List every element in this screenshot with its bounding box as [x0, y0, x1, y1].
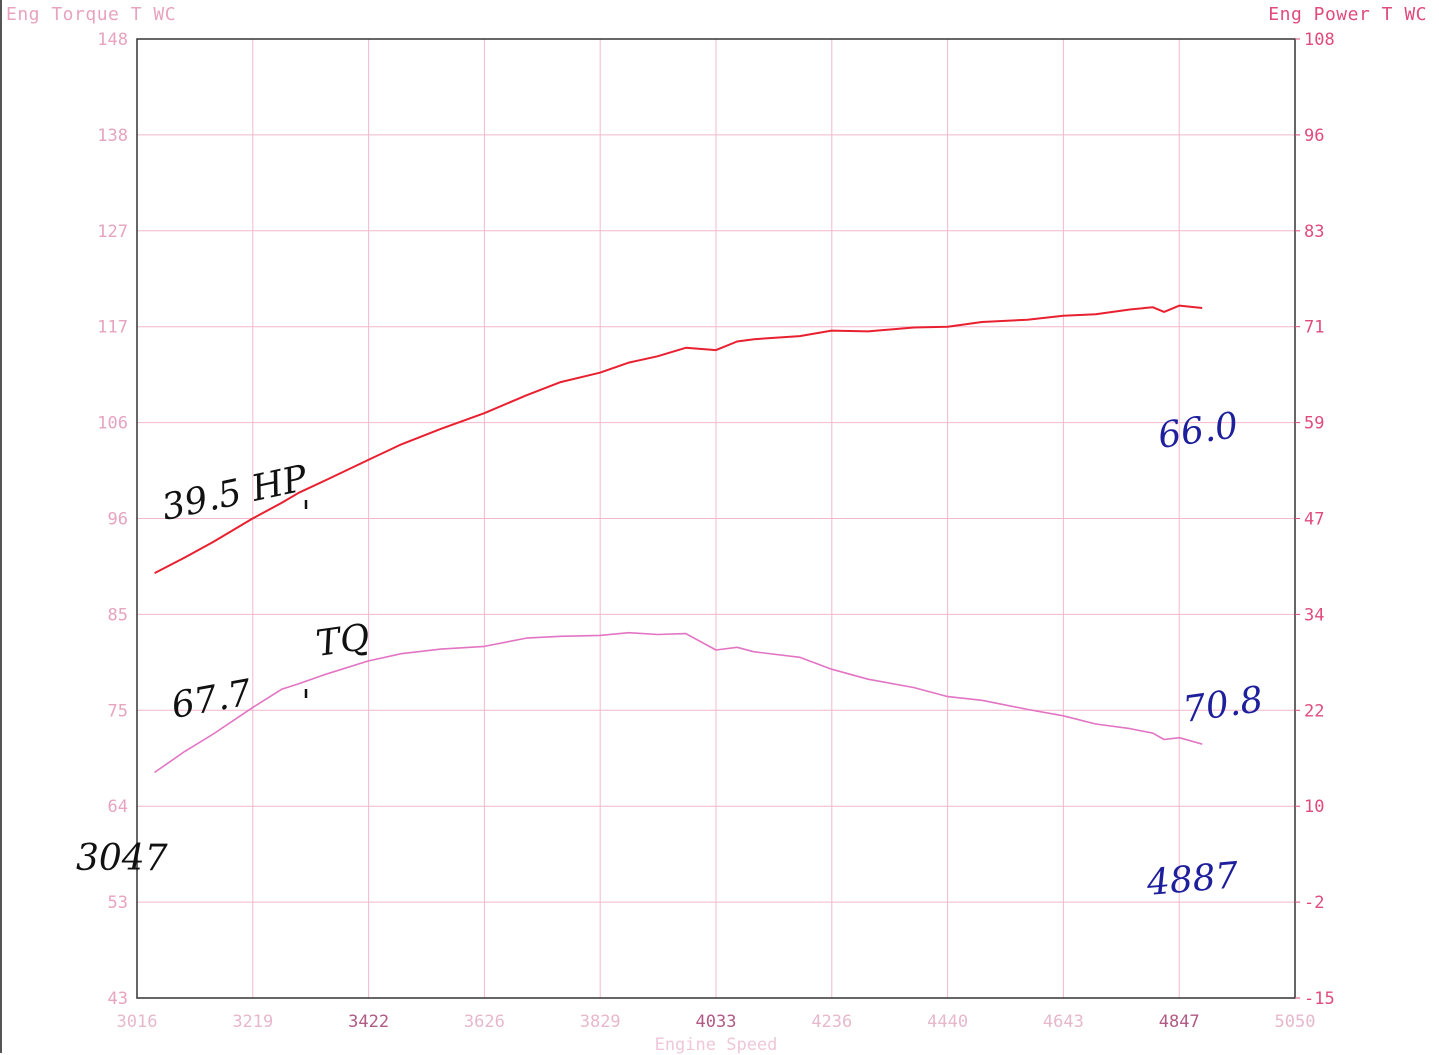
x-tick-label: 4440 [927, 1012, 968, 1032]
x-tick-label: 3829 [580, 1012, 621, 1032]
series [154, 304, 1203, 774]
y-right-tick-label: 83 [1304, 222, 1324, 242]
right-axis-title: Eng Power T WC [1268, 4, 1427, 25]
x-tick-label: 3626 [464, 1012, 505, 1032]
y-left-tick-label: 138 [97, 126, 128, 146]
torque-series-line [154, 631, 1203, 774]
x-tick-label: 3422 [348, 1012, 389, 1032]
tick-labels: 148 138 127 117 106 96 85 75 64 53 43 108 96 83 71 59 47… [97, 30, 1334, 1032]
x-tick-label: 4643 [1043, 1012, 1084, 1032]
y-right-tick-label: 47 [1304, 510, 1324, 530]
y-left-tick-label: 75 [108, 701, 128, 721]
hp-end-annotation: 66.0 [1156, 405, 1241, 457]
tq-start-annotation: 67.7 [168, 673, 254, 727]
y-left-tick-label: 117 [97, 318, 128, 338]
x-tick-label: 3219 [232, 1012, 273, 1032]
x-tick-label: 4847 [1159, 1012, 1200, 1032]
y-left-tick-label: 64 [108, 797, 128, 817]
y-left-tick-label: 96 [108, 510, 128, 530]
x-tick-label: 4033 [696, 1012, 737, 1032]
y-left-tick-label: 85 [108, 605, 128, 625]
y-left-tick-label: 127 [97, 222, 128, 242]
y-right-tick-label: 34 [1304, 605, 1324, 625]
y-left-tick-label: 106 [97, 414, 128, 434]
handwritten-annotations: 39.5 HP TQ 67.7 66.0 70.8 3047 4887 [76, 405, 1266, 904]
y-left-tick-label: 43 [108, 989, 128, 1009]
tq-label-annotation: TQ [314, 617, 373, 665]
y-left-tick-label: 53 [108, 893, 128, 913]
x-tick-label: 5050 [1275, 1012, 1316, 1032]
y-right-tick-label: 96 [1304, 126, 1324, 146]
rpm-start-annotation: 3047 [76, 838, 168, 879]
y-right-tick-label: -15 [1304, 989, 1335, 1009]
y-right-tick-label: 59 [1304, 414, 1324, 434]
left-axis-title: Eng Torque T WC [6, 4, 177, 25]
grid [137, 39, 1295, 998]
x-tick-label: 4236 [811, 1012, 852, 1032]
y-right-tick-label: 71 [1304, 318, 1324, 338]
x-axis-label: Engine Speed [655, 1035, 778, 1055]
x-tick-label: 3016 [117, 1012, 158, 1032]
y-right-tick-label: 108 [1304, 30, 1335, 50]
rpm-end-annotation: 4887 [1144, 855, 1240, 904]
y-left-tick-label: 148 [97, 30, 128, 50]
power-series-line [154, 304, 1203, 574]
y-right-tick-label: 10 [1304, 797, 1324, 817]
y-right-tick-label: -2 [1304, 893, 1324, 913]
tq-end-annotation: 70.8 [1181, 679, 1266, 731]
y-right-tick-label: 22 [1304, 701, 1324, 721]
